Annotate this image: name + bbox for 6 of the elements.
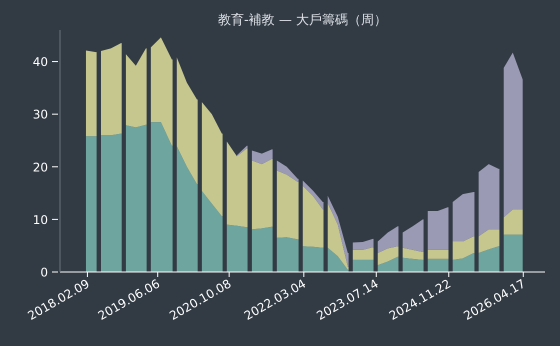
y-tick-label: 0 [40, 266, 48, 280]
y-tick-label: 30 [32, 108, 48, 122]
y-tick-label: 40 [32, 55, 48, 70]
y-tick-label: 10 [32, 212, 48, 227]
chart-title: 教育-補教 — 大戶籌碼（周） [218, 12, 387, 28]
y-tick-label: 20 [32, 160, 48, 174]
